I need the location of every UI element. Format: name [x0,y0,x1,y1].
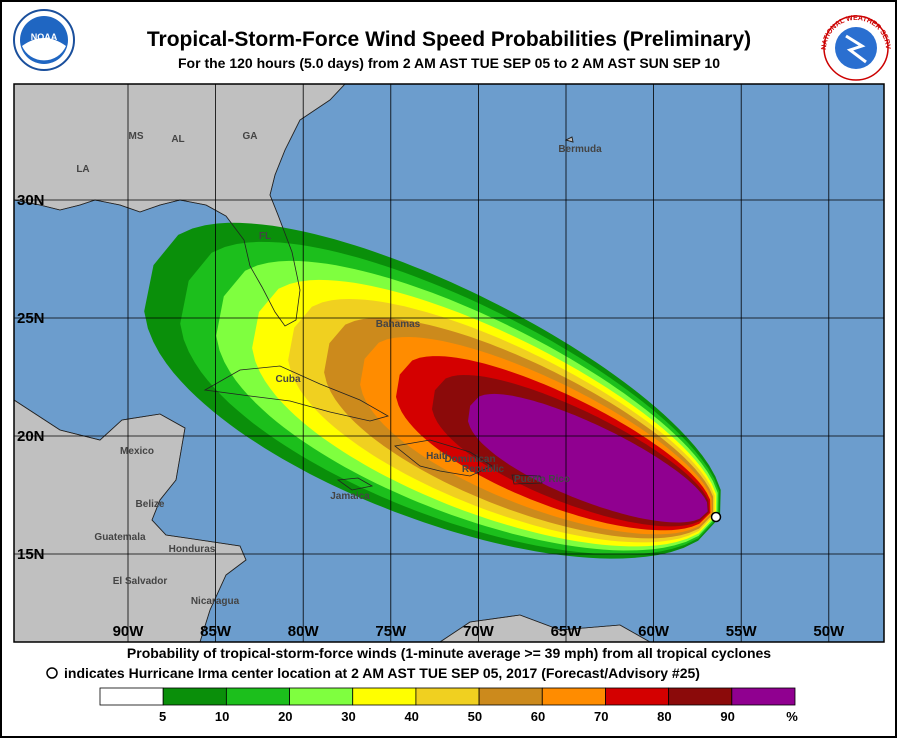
noaa-text: NOAA [31,32,58,42]
longitude-label: 70W [463,623,495,640]
latitude-label: 30N [17,192,45,209]
longitude-label: 65W [551,623,583,640]
legend-swatch [225,687,290,706]
legend-unit: % [786,709,798,724]
place-label: Bahamas [376,319,421,330]
legend-label: 30 [341,709,355,724]
latitude-label: 15N [17,546,45,563]
grid [14,84,884,642]
legend-label: 70 [594,709,608,724]
place-label: Puerto Rico [514,474,570,485]
legend-swatch [668,687,733,706]
latitude-label: 20N [17,428,45,445]
legend: 5 10 20 30 40 50 60 70 80 90% [99,687,798,724]
longitude-label: 60W [638,623,670,640]
swath-band [468,393,708,523]
place-label: Mexico [120,446,154,457]
legend-swatch [478,687,543,706]
legend-swatch [605,687,670,706]
legend-swatch [352,687,417,706]
place-label: Belize [136,499,165,510]
place-label: El Salvador [113,576,168,587]
place-label: Honduras [169,544,216,555]
place-label: GA [243,131,258,142]
legend-label: 60 [531,709,545,724]
place-label: Haiti [426,451,448,462]
place-label: MS [129,131,144,142]
place-label: Republic [462,464,505,475]
place-label: Dominican [444,454,495,465]
map-border [13,83,885,643]
legend-label: 50 [468,709,482,724]
place-label: LA [76,164,89,175]
caption-line2: indicates Hurricane Irma center location… [64,665,700,681]
legend-swatch [99,687,164,706]
storm-center [710,511,722,523]
place-label: FL [259,231,271,242]
legend-label: 90 [720,709,734,724]
title: Tropical-Storm-Force Wind Speed Probabil… [147,28,751,51]
longitude-label: 55W [726,623,758,640]
longitude-label: 85W [200,623,232,640]
place-label: Nicaragua [191,596,240,607]
legend-label: 20 [278,709,292,724]
place-label: AL [171,134,184,145]
legend-label: 10 [215,709,229,724]
noaa-logo: NOAA [13,9,75,71]
legend-swatch [731,687,796,706]
longitude-label: 80W [288,623,320,640]
place-label: Guatemala [94,532,146,543]
legend-label: 80 [657,709,671,724]
legend-swatch [541,687,606,706]
legend-label: 40 [404,709,418,724]
place-label: Jamaica [330,491,370,502]
subtitle: For the 120 hours (5.0 days) from 2 AM A… [178,55,720,71]
place-label: Cuba [276,374,301,385]
probability-swath [144,222,721,559]
place-labels: MS AL GA LA FL Bermuda Bahamas Cuba Mexico HaitiD… [76,131,602,607]
legend-swatch [415,687,480,706]
legend-swatch [162,687,227,706]
legend-swatch [289,687,354,706]
map: MS AL GA LA FL Bermuda Bahamas Cuba Mexico HaitiD… [14,84,884,642]
caption-marker [46,667,58,679]
latitude-label: 25N [17,310,45,327]
longitude-label: 50W [813,623,845,640]
place-label: Bermuda [558,144,602,155]
caption-line1: Probability of tropical-storm-force wind… [127,645,771,661]
legend-label: 5 [159,709,166,724]
longitude-label: 90W [113,623,145,640]
longitude-label: 75W [375,623,407,640]
